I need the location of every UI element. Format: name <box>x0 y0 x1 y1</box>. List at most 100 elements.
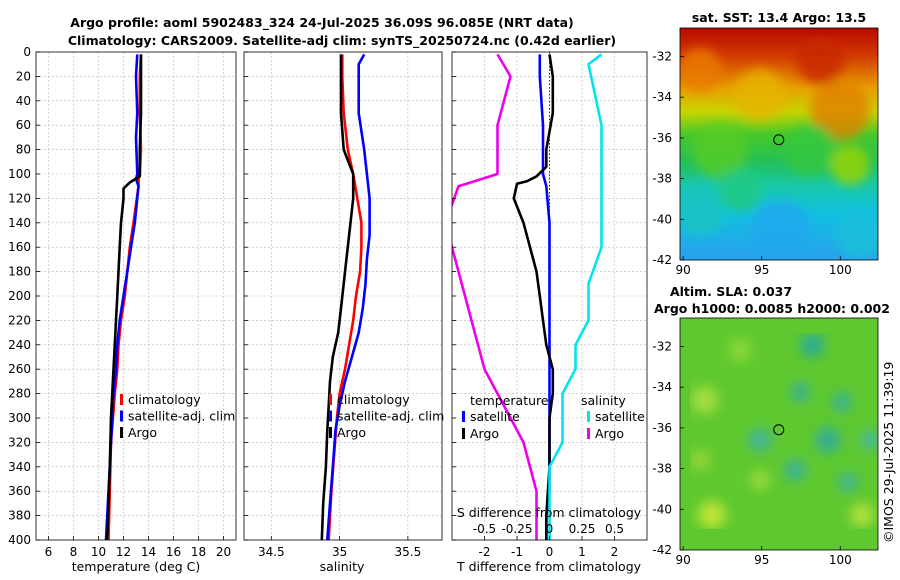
legend-label: satellite <box>595 409 645 424</box>
map-x-tick-label: 100 <box>829 263 852 277</box>
y-tick-label: 40 <box>16 94 31 108</box>
difference-panel: -2 -1 0 1 2 -0.5 -0.25 0 0.25 0.5 temperature sali… <box>451 51 648 574</box>
sla-texture <box>691 386 719 414</box>
sla-texture <box>690 450 710 470</box>
x-tick-label: 10 <box>91 545 106 559</box>
map-y-tick-label: -36 <box>652 131 672 145</box>
y-tick-label: 320 <box>8 435 31 449</box>
map-y-tick-label: -40 <box>652 212 672 226</box>
map-y-tick-label: -34 <box>652 90 672 104</box>
s-diff-tick-label: 0.25 <box>569 522 596 536</box>
series-line-s-satellite <box>548 53 603 540</box>
temperature-xlabel: temperature (deg C) <box>72 559 201 574</box>
map-x-tick-label: 95 <box>754 263 769 277</box>
series-line-s-argo <box>452 53 538 540</box>
series-line-t-argo <box>512 54 555 540</box>
map-y-tick-label: -36 <box>652 421 672 435</box>
x-tick-label: 6 <box>45 545 53 559</box>
sla-texture <box>748 428 772 452</box>
sla-texture <box>750 470 770 490</box>
legend-label: climatology <box>337 392 410 407</box>
salinity-xlabel: salinity <box>320 559 365 574</box>
temperature-panel: 0 20 40 60 80 100 120 140 160 180 200 220 240 260 280 3… <box>8 45 237 574</box>
salinity-panel: 34.5 35 35.5 climatology satellite-adj. cli… <box>243 51 444 574</box>
sst-map-frame <box>679 27 879 261</box>
legend-label: satellite-adj. clim <box>337 409 444 424</box>
sla-map-panel: Altim. SLA: 0.037 Argo h1000: 0.0085 h20… <box>652 284 890 567</box>
y-tick-label: 180 <box>8 265 31 279</box>
s-diff-tick-label: 0.5 <box>605 522 624 536</box>
y-tick-label: 240 <box>8 338 31 352</box>
sla-texture <box>728 338 752 362</box>
x-tick-label: 35.5 <box>395 545 422 559</box>
y-tick-label: 220 <box>8 313 31 327</box>
sst-texture <box>796 36 844 84</box>
y-tick-label: 260 <box>8 362 31 376</box>
legend-swatch <box>462 428 465 439</box>
sla-texture <box>790 382 810 402</box>
legend-label: Argo <box>337 425 366 440</box>
sst-texture <box>718 168 762 212</box>
x-tick-label: 1 <box>578 545 586 559</box>
figure-title-line1: Argo profile: aoml 5902483_324 24-Jul-20… <box>70 15 573 31</box>
map-y-tick-label: -42 <box>652 253 672 267</box>
y-tick-label: 160 <box>8 240 31 254</box>
x-tick-label: 35 <box>332 545 347 559</box>
sst-texture <box>784 124 836 176</box>
s-difference-label: S difference from climatology <box>457 505 642 520</box>
x-tick-label: -1 <box>511 545 523 559</box>
y-tick-label: 200 <box>8 289 31 303</box>
legend-label: Argo <box>595 426 624 441</box>
map-x-tick-label: 90 <box>676 263 691 277</box>
x-tick-label: 0 <box>546 545 554 559</box>
sla-argo-location-marker <box>773 424 785 436</box>
sst-map-title: sat. SST: 13.4 Argo: 13.5 <box>692 10 866 25</box>
x-tick-label: 34.5 <box>258 545 285 559</box>
sla-texture <box>832 392 852 412</box>
y-tick-label: 280 <box>8 387 31 401</box>
x-tick-label: 14 <box>141 545 156 559</box>
x-tick-label: 18 <box>191 545 206 559</box>
sla-texture <box>838 472 858 492</box>
s-diff-tick-label: -0.25 <box>501 522 532 536</box>
sla-map-subtitle: Argo h1000: 0.0085 h2000: 0.002 <box>654 301 890 316</box>
map-y-tick-label: -32 <box>652 339 672 353</box>
sst-texture <box>810 80 870 140</box>
x-tick-label: 2 <box>611 545 619 559</box>
y-tick-label: 100 <box>8 167 31 181</box>
y-tick-label: 340 <box>8 460 31 474</box>
difference-legend: temperature salinitysatelliteArgosatellit… <box>462 393 645 441</box>
legend-label: Argo <box>470 426 499 441</box>
y-tick-label: 300 <box>8 411 31 425</box>
x-tick-label: 12 <box>116 545 131 559</box>
map-y-tick-label: -38 <box>652 172 672 186</box>
legend-label: satellite <box>470 409 520 424</box>
imos-credit: ©IMOS 29-Jul-2025 11:39:19 <box>881 362 896 543</box>
legend-label: satellite-adj. clim <box>128 409 235 424</box>
sst-texture <box>680 48 722 92</box>
x-tick-label: 20 <box>216 545 231 559</box>
legend-swatch <box>462 411 465 422</box>
sla-map-title: Altim. SLA: 0.037 <box>670 284 792 299</box>
legend-swatch <box>587 428 590 439</box>
map-y-tick-label: -42 <box>652 543 672 557</box>
y-tick-label: 400 <box>8 533 31 547</box>
s-diff-tick-label: 0 <box>546 522 554 536</box>
x-tick-label: -2 <box>479 545 491 559</box>
x-tick-label: 16 <box>166 545 181 559</box>
y-tick-label: 140 <box>8 216 31 230</box>
y-tick-label: 20 <box>16 69 31 83</box>
s-diff-tick-label: -0.5 <box>473 522 496 536</box>
legend-swatch <box>120 427 123 438</box>
sst-texture <box>692 122 748 178</box>
map-x-tick-label: 100 <box>829 553 852 567</box>
t-difference-xlabel: T difference from climatology <box>456 559 642 574</box>
map-y-tick-label: -40 <box>652 502 672 516</box>
sst-argo-location-marker <box>773 134 785 146</box>
map-y-tick-label: -32 <box>652 49 672 63</box>
sla-texture <box>800 333 824 357</box>
series-line-satellite-adj-clim <box>326 53 371 540</box>
